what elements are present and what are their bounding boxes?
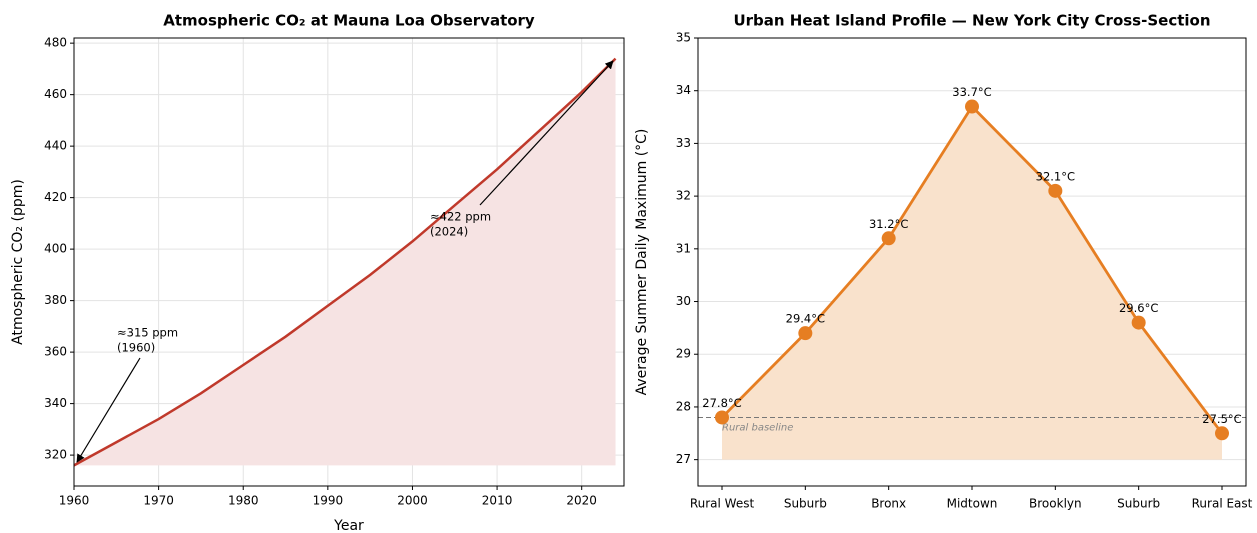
y-tick-label: 32 bbox=[676, 189, 691, 203]
y-tick-label: 400 bbox=[44, 242, 67, 256]
x-tick-label: 2000 bbox=[397, 494, 428, 508]
y-tick-label: 380 bbox=[44, 293, 67, 307]
value-label: 29.6°C bbox=[1119, 301, 1158, 315]
y-tick-label: 440 bbox=[44, 139, 67, 153]
chart-title: Atmospheric CO₂ at Mauna Loa Observatory bbox=[163, 12, 535, 30]
baseline-label: Rural baseline bbox=[722, 422, 793, 433]
y-tick-label: 29 bbox=[676, 347, 691, 361]
annotation: (1960) bbox=[117, 341, 155, 355]
point bbox=[798, 326, 813, 341]
line bbox=[73, 57, 617, 467]
y-tick-label: 27 bbox=[676, 452, 691, 466]
x-tick-label: Suburb bbox=[1117, 497, 1160, 511]
y-tick-label: 340 bbox=[44, 396, 67, 410]
x-tick-label: Bronx bbox=[871, 497, 906, 511]
point bbox=[1048, 183, 1063, 198]
annotation: (2024) bbox=[430, 225, 468, 239]
y-tick-label: 320 bbox=[44, 448, 67, 462]
area bbox=[722, 106, 1222, 460]
x-tick-label: 1980 bbox=[228, 494, 259, 508]
y-tick-label: 28 bbox=[676, 399, 691, 413]
y-tick-label: 34 bbox=[676, 83, 691, 97]
area bbox=[74, 58, 616, 466]
chart-title: Urban Heat Island Profile — New York Cit… bbox=[733, 12, 1210, 30]
y-tick-label: 33 bbox=[676, 136, 691, 150]
x-tick-label: 1960 bbox=[59, 494, 90, 508]
y-tick-label: 31 bbox=[676, 241, 691, 255]
x-tick-label: 1990 bbox=[313, 494, 344, 508]
point bbox=[1131, 315, 1146, 330]
annotation-arrow bbox=[479, 60, 614, 206]
value-label: 32.1°C bbox=[1036, 169, 1075, 183]
y-tick-label: 460 bbox=[44, 87, 67, 101]
co2-panel: Atmospheric CO₂ at Mauna Loa Observatory… bbox=[10, 12, 625, 533]
annotations: ≈315 ppm (1960) ≈422 ppm (2024) bbox=[76, 60, 614, 463]
x-tick-label: Brooklyn bbox=[1029, 497, 1082, 511]
axes-frame bbox=[73, 37, 625, 487]
y-tick-label: 30 bbox=[676, 294, 691, 308]
point bbox=[965, 99, 979, 114]
value-label: 29.4°C bbox=[786, 312, 825, 326]
y-tick-label: 35 bbox=[676, 31, 691, 45]
annotation: ≈315 ppm bbox=[117, 326, 178, 340]
y-tick-label: 420 bbox=[44, 190, 67, 204]
value-label: 33.7°C bbox=[952, 85, 991, 99]
x-tick-label: 2020 bbox=[566, 494, 597, 508]
x-tick-label: 2010 bbox=[482, 494, 513, 508]
heat-panel: Urban Heat Island Profile — New York Cit… bbox=[634, 12, 1253, 511]
y-tick-label: 360 bbox=[44, 345, 67, 359]
y-axis-label: Atmospheric CO₂ (ppm) bbox=[10, 179, 26, 345]
x-tick-label: 1970 bbox=[143, 494, 174, 508]
x-tick-label: Rural West bbox=[690, 497, 755, 511]
x-axis-label: Year bbox=[333, 518, 364, 533]
point bbox=[881, 231, 896, 246]
annotation: ≈422 ppm bbox=[430, 210, 491, 224]
axes-frame bbox=[697, 37, 1247, 487]
y-axis-label: Average Summer Daily Maximum (°C) bbox=[634, 129, 650, 396]
value-label: 31.2°C bbox=[869, 217, 908, 231]
annotation-arrow bbox=[76, 357, 141, 463]
x-tick-label: Suburb bbox=[784, 497, 827, 511]
value-label: 27.8°C bbox=[702, 396, 741, 410]
value-label: 27.5°C bbox=[1202, 412, 1241, 426]
point bbox=[715, 410, 729, 425]
x-tick-label: Midtown bbox=[947, 497, 998, 511]
y-tick-label: 480 bbox=[44, 36, 67, 50]
point bbox=[1215, 426, 1229, 441]
x-tick-label: Rural East bbox=[1192, 497, 1253, 511]
